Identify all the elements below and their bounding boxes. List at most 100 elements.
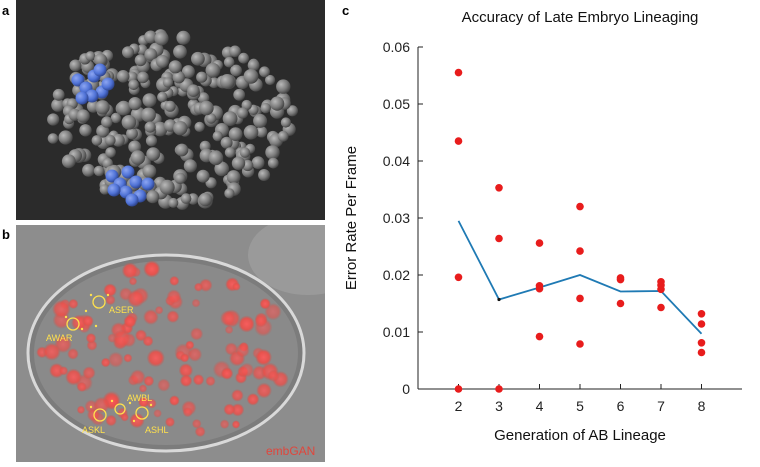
- gray-cell: [265, 145, 280, 160]
- gray-cell: [85, 51, 96, 62]
- gray-cell: [224, 147, 236, 158]
- blue-cell: [71, 73, 85, 87]
- gray-cell: [69, 59, 82, 72]
- nucleus: [43, 343, 61, 361]
- label-AWBL: AWBL: [127, 393, 152, 403]
- data-point: [697, 320, 706, 328]
- nucleus: [122, 262, 138, 279]
- chart-axes: 0 0.01 0.02 0.03 0.04 0.05 0.06 2 3 4 5 6 7 8: [383, 39, 742, 414]
- data-point: [454, 137, 463, 145]
- nucleus: [192, 374, 205, 386]
- gray-cell: [223, 56, 235, 68]
- mean-marker: [497, 297, 501, 302]
- nucleus: [85, 333, 97, 344]
- y-tick-label: 0.04: [383, 153, 410, 169]
- y-tick-label: 0.01: [383, 324, 410, 340]
- x-axis-label: Generation of AB Lineage: [494, 427, 666, 444]
- data-point: [697, 348, 706, 357]
- x-tick-label: 7: [657, 398, 665, 414]
- nucleus: [190, 327, 204, 341]
- gray-cell: [94, 53, 107, 67]
- gray-cell: [47, 113, 60, 126]
- label-ASER: ASER: [109, 305, 134, 315]
- y-tick-label: 0: [402, 381, 410, 397]
- panel-c-chart: Accuracy of Late Embryo Lineaging Error …: [330, 0, 760, 462]
- nucleus: [143, 375, 155, 387]
- nucleus: [128, 277, 138, 286]
- nucleus: [267, 370, 280, 382]
- gray-cell: [137, 71, 149, 84]
- gray-cell: [231, 156, 246, 170]
- nucleus: [82, 315, 94, 327]
- gray-cell: [154, 31, 169, 46]
- y-tick-label: 0.03: [383, 210, 410, 226]
- gray-cell: [253, 113, 268, 128]
- gray-cell: [159, 179, 175, 195]
- gray-cell: [155, 54, 169, 68]
- cell-marker-ASER: [92, 295, 106, 309]
- mean-line: [457, 220, 703, 335]
- gray-cell: [224, 188, 235, 199]
- gray-cell: [222, 111, 238, 126]
- gray-cell: [174, 172, 186, 184]
- nucleus: [157, 378, 171, 392]
- data-point: [657, 303, 665, 312]
- annotation-dots: [64, 293, 153, 423]
- gray-cell: [134, 54, 147, 67]
- gray-cell: [191, 51, 205, 66]
- nucleus: [231, 389, 244, 402]
- nucleus: [166, 289, 182, 304]
- nucleus: [238, 315, 255, 333]
- nucleus: [259, 298, 271, 310]
- gray-cell: [52, 88, 65, 101]
- data-point: [495, 385, 503, 393]
- x-tick-label: 6: [617, 398, 625, 414]
- gray-cell: [91, 135, 103, 146]
- gray-cell: [144, 121, 156, 133]
- gray-cell: [237, 107, 249, 119]
- gray-cell: [96, 124, 110, 138]
- gray-cell: [258, 169, 271, 181]
- nucleus: [191, 298, 201, 308]
- gray-cell: [198, 192, 212, 207]
- blue-cell-cluster: [71, 63, 155, 207]
- gray-cell: [181, 65, 195, 79]
- nucleus: [49, 363, 65, 378]
- nucleus: [194, 282, 203, 292]
- nucleus: [254, 314, 268, 328]
- chart-svg: Accuracy of Late Embryo Lineaging Error …: [343, 9, 742, 444]
- gray-cell: [76, 109, 90, 123]
- nucleus: [68, 298, 79, 309]
- gray-cell: [233, 88, 246, 101]
- gray-cell: [122, 46, 134, 59]
- x-tick-label: 3: [495, 398, 503, 414]
- gray-cell: [230, 64, 243, 77]
- gray-cell: [229, 45, 241, 58]
- gray-cell: [251, 156, 265, 170]
- cell-marker-AWAR: [66, 317, 80, 331]
- nucleus: [180, 374, 193, 387]
- nucleus: [239, 363, 254, 378]
- nucleus: [223, 403, 236, 416]
- panel-c-letter: c: [342, 3, 350, 18]
- gray-cell: [95, 100, 110, 115]
- cell-marker-AWBL: [114, 403, 126, 415]
- data-point: [495, 184, 503, 192]
- gray-cell: [128, 140, 142, 154]
- gray-cell: [208, 150, 224, 166]
- nucleus: [219, 419, 230, 429]
- data-point: [616, 275, 625, 284]
- nucleus: [129, 413, 145, 428]
- nucleus: [182, 407, 193, 418]
- nucleus: [123, 315, 137, 328]
- gray-cell: [172, 71, 185, 84]
- nucleus: [231, 403, 245, 417]
- gray-cell: [175, 143, 189, 157]
- gray-cell-cluster: [47, 29, 298, 210]
- chart-title: Accuracy of Late Embryo Lineaging: [462, 9, 699, 26]
- nucleus: [205, 376, 216, 387]
- nucleus: [101, 357, 111, 368]
- neighbor-embryo: [248, 225, 325, 295]
- gray-cell: [146, 147, 161, 162]
- x-tick-label: 2: [455, 398, 463, 414]
